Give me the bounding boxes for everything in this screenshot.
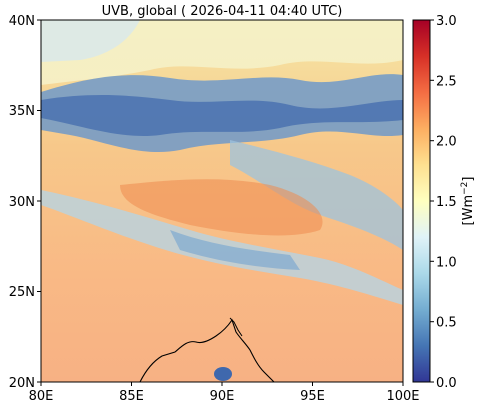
lon-axis: 80E 85E 90E 95E 100E (29, 382, 420, 404)
blue-spot (214, 367, 232, 381)
map-title: UVB, global ( 2026-04-11 04:40 UTC) (102, 4, 343, 19)
colorbar-tick-label: 1.5 (436, 195, 457, 210)
lon-tick-label: 80E (29, 389, 54, 404)
colorbar-tick-label: 0.5 (436, 316, 457, 331)
lon-tick-label: 85E (119, 389, 144, 404)
lat-axis: 20N 25N 30N 35N 40N (9, 14, 41, 391)
lat-tick-label: 30N (9, 195, 35, 210)
lon-tick-label: 100E (386, 389, 419, 404)
northern-light-region (41, 20, 403, 85)
colorbar-tick-label: 2.5 (436, 74, 457, 89)
colorbar-label: [Wm−2] (460, 177, 476, 226)
northwest-cloud-region (41, 20, 140, 62)
coastline (139, 318, 275, 382)
colorbar-label-close: ] (461, 177, 476, 182)
colorbar-tick-label: 2.0 (436, 135, 457, 150)
colorbar-tick-label: 3.0 (436, 14, 457, 29)
lat-tick-label: 20N (9, 376, 35, 391)
high-uvb-region (120, 179, 323, 236)
colorbar-label-unit: [Wm (461, 195, 476, 226)
lat-tick-label: 25N (9, 285, 35, 300)
lon-tick-label: 90E (210, 389, 235, 404)
coastline-river (229, 317, 243, 337)
colorbar-ticks (430, 19, 434, 383)
cloud-band-east (230, 140, 403, 250)
cloud-streak-mid (170, 230, 300, 270)
colorbar-tick-label: 1.0 (436, 255, 457, 270)
colorbar: 0.0 0.5 1.0 1.5 2.0 2.5 3.0 [Wm−2] (412, 14, 476, 391)
colorbar-tick-label: 0.0 (436, 376, 457, 391)
colorbar-label-exponent: −2 (460, 182, 470, 195)
lat-tick-label: 40N (9, 14, 35, 29)
lon-tick-label: 95E (300, 389, 325, 404)
map-area (41, 20, 403, 382)
lat-tick-label: 35N (9, 104, 35, 119)
cloud-band-core (41, 95, 403, 137)
colorbar-gradient (412, 19, 431, 383)
